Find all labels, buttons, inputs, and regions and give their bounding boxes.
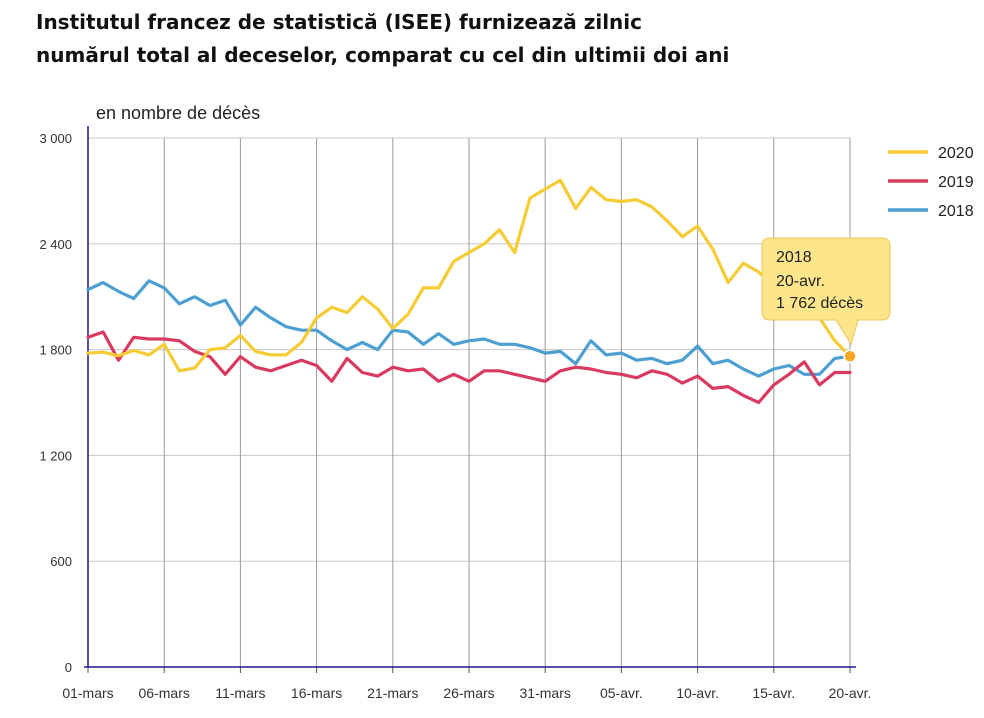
y-tick-label: 3 000 xyxy=(39,131,72,146)
x-tick-label: 11-mars xyxy=(215,685,265,701)
x-tick-label: 15-avr. xyxy=(752,685,795,701)
x-tick-labels: 01-mars 06-mars 11-mars 16-mars 21-mars 26-ma… xyxy=(62,685,871,701)
series-lines xyxy=(86,178,852,405)
x-tick-label: 31-mars xyxy=(520,685,571,701)
title-line-2: numărul total al deceselor, comparat cu … xyxy=(36,43,730,67)
x-tick-label: 10-avr. xyxy=(676,685,719,701)
chart-title: Institutul francez de statistică (ISEE) … xyxy=(36,6,729,72)
y-tick-label: 1 800 xyxy=(39,343,72,358)
tooltip-box xyxy=(761,237,891,346)
tooltip-value: 1 762 décès xyxy=(776,295,863,312)
y-tick-label: 2 400 xyxy=(39,237,72,252)
y-tick-labels: 0 600 1 200 1 800 2 400 3 000 xyxy=(39,131,72,675)
x-tick-label: 06-mars xyxy=(139,685,190,701)
x-tick-label: 01-mars xyxy=(62,685,113,701)
tooltip: 2018 20-avr. 1 762 décès xyxy=(761,237,891,346)
x-tick-label: 05-avr. xyxy=(600,685,643,701)
axes xyxy=(84,126,856,673)
legend-label-2020: 2020 xyxy=(938,145,974,162)
tooltip-date: 20-avr. xyxy=(776,273,825,290)
x-tick-label: 16-mars xyxy=(291,685,342,701)
x-tick-label: 21-mars xyxy=(367,685,418,701)
x-tick-label: 20-avr. xyxy=(829,685,872,701)
legend-label-2018: 2018 xyxy=(938,203,974,220)
series-line-2020 xyxy=(86,178,852,373)
y-tick-label: 1 200 xyxy=(39,448,72,463)
series-line-2019 xyxy=(86,330,852,405)
series-line-2018 xyxy=(86,279,852,378)
title-line-1: Institutul francez de statistică (ISEE) … xyxy=(36,10,643,34)
legend-label-2019: 2019 xyxy=(938,174,974,191)
grid xyxy=(88,137,851,667)
y-tick-label: 0 xyxy=(65,660,72,675)
legend: 2020 2019 2018 xyxy=(888,145,974,220)
y-axis-label: en nombre de décès xyxy=(96,103,260,123)
tooltip-series: 2018 xyxy=(776,249,812,266)
y-tick-label: 600 xyxy=(50,554,72,569)
x-tick-label: 26-mars xyxy=(443,685,494,701)
hover-marker xyxy=(843,349,857,364)
